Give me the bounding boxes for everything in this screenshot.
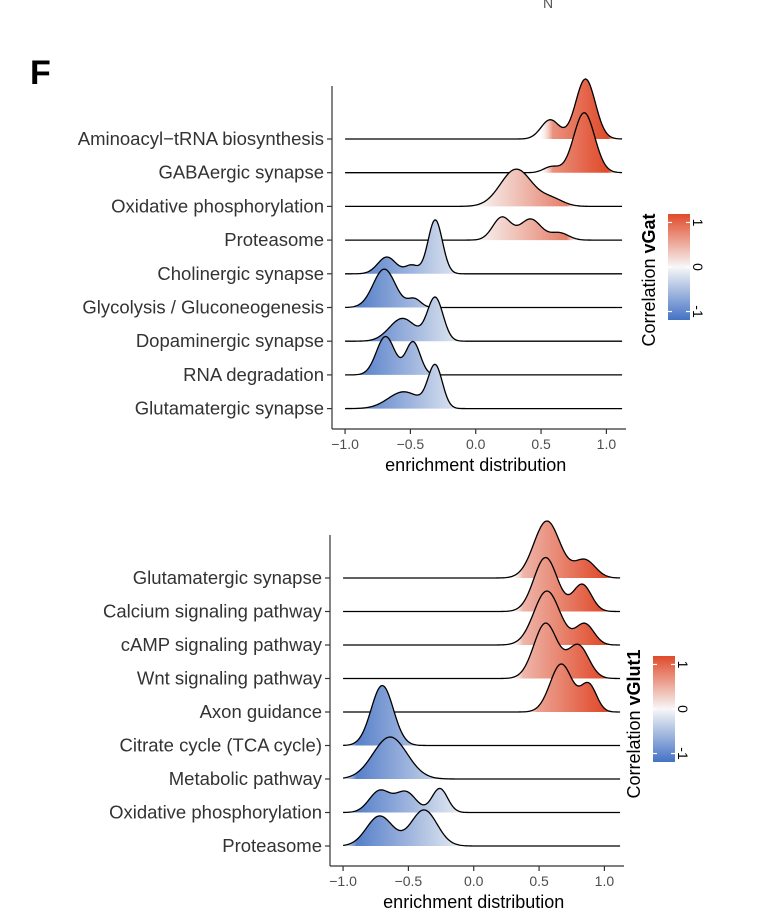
legend-tick-label: 0 <box>690 263 706 271</box>
x-tick-label: 0.0 <box>464 873 484 889</box>
ridge-fill <box>345 112 623 173</box>
ridge-fill <box>343 663 621 712</box>
ridge-fill <box>345 336 623 375</box>
x-axis-title: enrichment distribution <box>383 892 564 912</box>
legend-tick-label: -1 <box>690 305 706 318</box>
legend-title: Correlation vGat <box>639 213 659 346</box>
ridge-line <box>343 556 621 613</box>
ridge-fill <box>343 685 621 746</box>
category-label: Glutamatergic synapse <box>135 398 324 419</box>
category-label: Proteasome <box>222 835 322 856</box>
ridge-fill <box>345 364 623 409</box>
ridgeline-panel-vgat: Aminoacyl−tRNA biosynthesis GABAergic syn… <box>78 78 706 475</box>
category-label: RNA degradation <box>183 364 324 385</box>
category-label: Citrate cycle (TCA cycle) <box>119 735 322 756</box>
x-tick-label: −1.0 <box>329 873 357 889</box>
ridge-line <box>345 216 623 241</box>
category-label: Aminoacyl−tRNA biosynthesis <box>78 128 324 149</box>
ridgeline-panel-vglut1: Glutamatergic synapse Calcium signaling p… <box>103 520 691 912</box>
legend-tick-label: 1 <box>675 661 691 669</box>
x-tick-label: 0.0 <box>466 436 486 452</box>
ridge-line <box>343 520 621 579</box>
x-tick-label: 1.0 <box>597 436 617 452</box>
ridge-line <box>345 219 623 275</box>
category-label: Oxidative phosphorylation <box>109 802 322 823</box>
category-label: Dopaminergic synapse <box>136 330 324 351</box>
ridge-line <box>345 296 623 342</box>
ridge-line <box>342 736 621 780</box>
ridge-line <box>345 78 623 140</box>
x-tick-label: −0.5 <box>395 873 423 889</box>
ridge-fill <box>345 216 623 241</box>
ridge-line <box>343 590 621 646</box>
ridge-line <box>345 112 623 174</box>
ridge-fill <box>343 788 621 813</box>
ridge-fill <box>343 623 621 679</box>
ridge-line <box>343 622 621 680</box>
category-label: Glutamatergic synapse <box>133 567 322 588</box>
x-tick-label: 0.5 <box>531 436 551 452</box>
panel-letter: F <box>30 54 51 92</box>
legend-colorbar <box>668 214 690 320</box>
cropped-mark: N <box>543 0 553 11</box>
ridge-fill <box>345 269 623 308</box>
category-label: Cholinergic synapse <box>157 263 324 284</box>
legend-tick-label: -1 <box>675 747 691 760</box>
category-label: Oxidative phosphorylation <box>111 195 324 216</box>
category-label: Wnt signaling pathway <box>137 668 323 689</box>
legend-tick-label: 0 <box>675 705 691 713</box>
category-label: Glycolysis / Gluconeogenesis <box>82 297 324 318</box>
ridge-line <box>345 335 623 376</box>
ridge-fill <box>345 169 623 207</box>
category-label: Metabolic pathway <box>169 768 323 789</box>
ridge-line <box>342 809 621 847</box>
ridge-line <box>345 168 623 208</box>
legend-title: Correlation vGlut1 <box>624 649 644 798</box>
legend-tick-label: 1 <box>690 219 706 227</box>
category-label: Axon guidance <box>200 701 322 722</box>
ridge-fill <box>343 809 621 846</box>
category-label: GABAergic synapse <box>158 162 324 183</box>
x-tick-label: −1.0 <box>331 436 359 452</box>
x-tick-label: 1.0 <box>595 873 615 889</box>
ridge-line <box>343 787 621 814</box>
ridge-line <box>345 363 623 410</box>
x-tick-label: 0.5 <box>529 873 549 889</box>
ridge-fill <box>343 737 621 779</box>
ridge-fill <box>345 78 623 139</box>
ridge-line <box>345 268 623 309</box>
x-tick-label: −0.5 <box>397 436 425 452</box>
ridge-line <box>343 684 621 747</box>
category-label: Calcium signaling pathway <box>103 601 323 622</box>
legend-colorbar <box>653 656 675 762</box>
ridge-fill <box>343 520 621 578</box>
ridge-fill <box>345 219 623 274</box>
category-label: Proteasome <box>224 229 324 250</box>
x-axis-title: enrichment distribution <box>385 455 566 475</box>
category-label: cAMP signaling pathway <box>121 634 323 655</box>
ridge-fill <box>345 297 623 342</box>
